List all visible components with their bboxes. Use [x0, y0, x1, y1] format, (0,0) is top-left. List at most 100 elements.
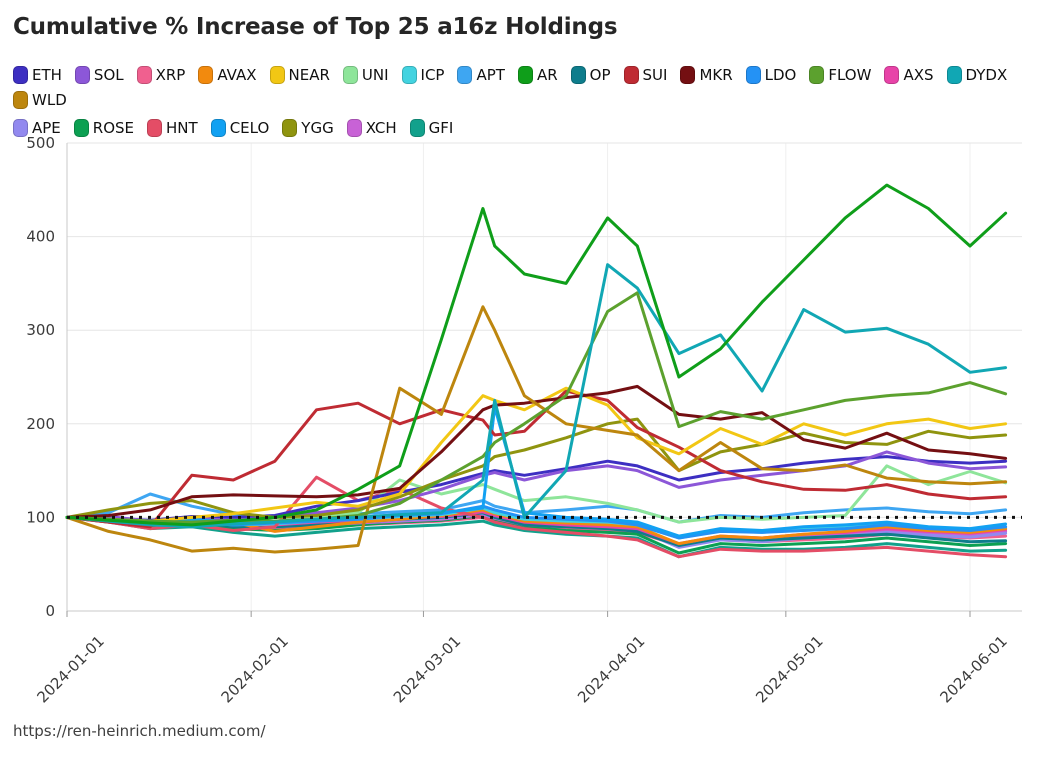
- legend-item-MKR: MKR: [680, 64, 733, 86]
- legend-label-MKR: MKR: [699, 66, 733, 84]
- legend-item-ICP: ICP: [401, 64, 445, 86]
- legend-swatch-SOL: [74, 66, 90, 84]
- legend-item-APT: APT: [457, 64, 505, 86]
- legend-label-WLD: WLD: [32, 91, 67, 109]
- source-url: https://ren-heinrich.medium.com/: [13, 722, 266, 740]
- legend-item-AR: AR: [517, 64, 558, 86]
- legend-item-XCH: XCH: [346, 117, 397, 139]
- legend-swatch-AXS: [884, 66, 900, 84]
- legend-swatch-APE: [13, 119, 28, 137]
- legend-item-LDO: LDO: [745, 64, 797, 86]
- legend-label-AR: AR: [536, 66, 558, 84]
- legend-label-SUI: SUI: [642, 66, 668, 84]
- legend-item-ETH: ETH: [13, 64, 62, 86]
- series-line-DYDX: [65, 263, 1008, 529]
- legend-item-UNI: UNI: [342, 64, 389, 86]
- legend-swatch-DYDX: [946, 66, 962, 84]
- legend-swatch-UNI: [342, 66, 358, 84]
- chart-legend: ETH SOL XRP AVAX NEAR UNI ICP APT AR OP SUI MKR LDO F…: [13, 64, 1033, 139]
- legend-swatch-AR: [517, 66, 533, 84]
- legend-label-XCH: XCH: [365, 119, 397, 137]
- legend-label-APE: APE: [32, 119, 61, 137]
- legend-label-LDO: LDO: [764, 66, 797, 84]
- legend-swatch-LDO: [745, 66, 761, 84]
- legend-label-XRP: XRP: [155, 66, 186, 84]
- legend-label-NEAR: NEAR: [288, 66, 330, 84]
- legend-swatch-GFI: [409, 119, 425, 137]
- legend-swatch-OP: [570, 66, 586, 84]
- legend-item-WLD: WLD: [13, 89, 67, 111]
- legend-swatch-WLD: [13, 91, 28, 109]
- legend-item-NEAR: NEAR: [269, 64, 330, 86]
- series-line-ROSE: [65, 514, 1008, 555]
- x-tick-label: 2024-01-01: [33, 632, 107, 706]
- series-line-WLD: [65, 305, 1008, 554]
- series-line-AR: [65, 183, 1008, 527]
- legend-swatch-XRP: [136, 66, 152, 84]
- chart-title: Cumulative % Increase of Top 25 a16z Hol…: [13, 14, 618, 40]
- legend-item-GFI: GFI: [409, 117, 454, 139]
- legend-label-ETH: ETH: [32, 66, 62, 84]
- legend-label-AXS: AXS: [903, 66, 934, 84]
- legend-label-CELO: CELO: [229, 119, 270, 137]
- series-line-OP: [65, 511, 1008, 547]
- legend-label-HNT: HNT: [166, 119, 198, 137]
- legend-label-DYDX: DYDX: [965, 66, 1008, 84]
- legend-swatch-SUI: [623, 66, 639, 84]
- legend-item-OP: OP: [570, 64, 611, 86]
- legend-item-FLOW: FLOW: [809, 64, 871, 86]
- legend-label-APT: APT: [476, 66, 505, 84]
- legend-label-FLOW: FLOW: [828, 66, 872, 84]
- legend-item-YGG: YGG: [282, 117, 334, 139]
- legend-label-OP: OP: [589, 66, 611, 84]
- legend-item-AXS: AXS: [884, 64, 934, 86]
- legend-item-CELO: CELO: [210, 117, 270, 139]
- legend-swatch-HNT: [147, 119, 163, 137]
- legend-item-SUI: SUI: [623, 64, 668, 86]
- legend-swatch-AVAX: [198, 66, 214, 84]
- legend-label-SOL: SOL: [93, 66, 124, 84]
- x-tick-label: 2024-05-01: [752, 632, 826, 706]
- series-line-MKR: [65, 384, 1008, 519]
- legend-swatch-ICP: [401, 66, 417, 84]
- legend-swatch-ETH: [13, 66, 28, 84]
- y-tick-label: 300: [26, 321, 55, 339]
- legend-swatch-XCH: [346, 119, 362, 137]
- legend-item-APE: APE: [13, 117, 61, 139]
- legend-swatch-YGG: [282, 119, 298, 137]
- x-tick-label: 2024-02-01: [218, 632, 292, 706]
- legend-label-ICP: ICP: [420, 66, 445, 84]
- legend-swatch-NEAR: [269, 66, 285, 84]
- legend-label-GFI: GFI: [428, 119, 454, 137]
- legend-label-YGG: YGG: [301, 119, 334, 137]
- legend-label-ROSE: ROSE: [92, 119, 135, 137]
- legend-swatch-MKR: [680, 66, 696, 84]
- legend-item-AVAX: AVAX: [198, 64, 257, 86]
- y-tick-label: 400: [26, 228, 55, 246]
- legend-swatch-APT: [457, 66, 473, 84]
- legend-item-HNT: HNT: [147, 117, 198, 139]
- series-line-GFI: [65, 515, 1008, 559]
- y-tick-label: 0: [45, 602, 55, 620]
- series-line-SUI: [65, 389, 1008, 529]
- x-tick-label: 2024-04-01: [574, 632, 648, 706]
- legend-swatch-CELO: [210, 119, 226, 137]
- legend-item-XRP: XRP: [136, 64, 186, 86]
- series-line-HNT: [65, 475, 1008, 559]
- legend-swatch-FLOW: [809, 66, 825, 84]
- x-tick-label: 2024-03-01: [390, 632, 464, 706]
- y-tick-label: 200: [26, 415, 55, 433]
- legend-label-AVAX: AVAX: [217, 66, 257, 84]
- series-line-NEAR: [65, 386, 1008, 523]
- y-tick-label: 100: [26, 508, 55, 526]
- legend-item-DYDX: DYDX: [946, 64, 1008, 86]
- series-line-ETH: [65, 455, 1008, 522]
- legend-swatch-ROSE: [73, 119, 89, 137]
- legend-item-SOL: SOL: [74, 64, 124, 86]
- x-tick-label: 2024-06-01: [936, 632, 1010, 706]
- y-tick-label: 500: [26, 134, 55, 152]
- legend-label-UNI: UNI: [361, 66, 389, 84]
- legend-item-ROSE: ROSE: [73, 117, 135, 139]
